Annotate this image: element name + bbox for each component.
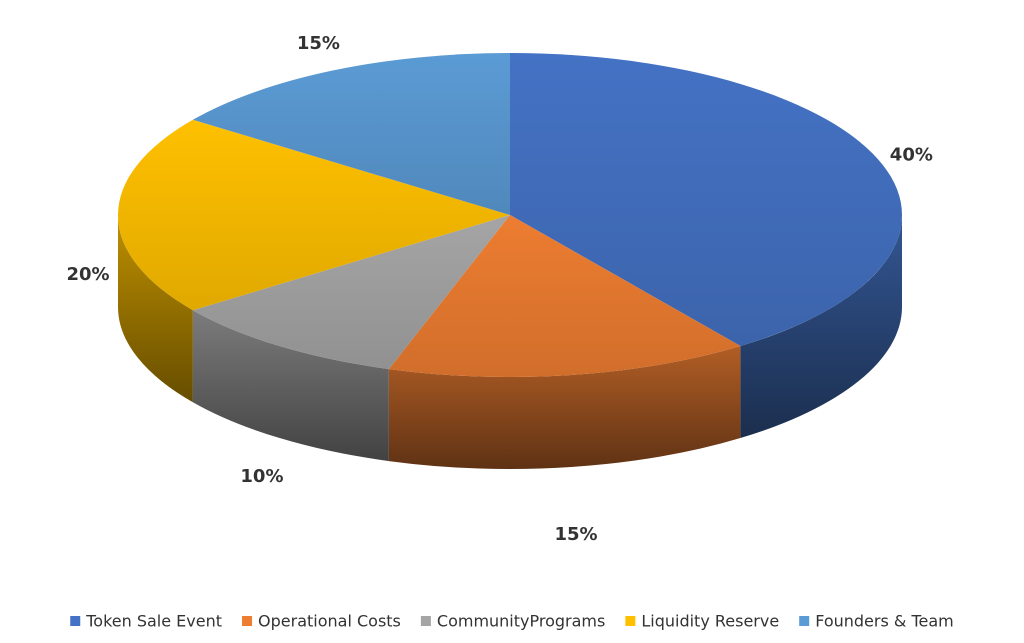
legend-swatch bbox=[70, 616, 81, 626]
legend-label: Operational Costs bbox=[258, 612, 401, 631]
slice-side bbox=[192, 310, 389, 462]
slice bbox=[192, 215, 510, 370]
legend-swatch bbox=[799, 616, 810, 626]
data-label: 15% bbox=[554, 524, 597, 545]
slice bbox=[117, 119, 510, 311]
legend-label: Founders & Team bbox=[815, 612, 954, 631]
slice bbox=[192, 53, 510, 215]
slice bbox=[510, 53, 902, 347]
slice-side bbox=[388, 346, 741, 469]
data-label: 40% bbox=[890, 145, 933, 166]
data-label: 20% bbox=[66, 264, 109, 285]
legend-label: CommunityPrograms bbox=[437, 612, 605, 631]
data-label: 10% bbox=[240, 466, 283, 487]
slice bbox=[388, 215, 741, 377]
legend-swatch bbox=[420, 616, 431, 626]
data-label: 15% bbox=[297, 33, 340, 54]
slice-side bbox=[740, 215, 902, 439]
legend-swatch bbox=[625, 616, 636, 626]
slice-side bbox=[118, 215, 193, 403]
legend-swatch bbox=[242, 616, 253, 626]
legend-label: Liquidity Reserve bbox=[641, 612, 779, 631]
legend-label: Token Sale Event bbox=[85, 612, 222, 631]
